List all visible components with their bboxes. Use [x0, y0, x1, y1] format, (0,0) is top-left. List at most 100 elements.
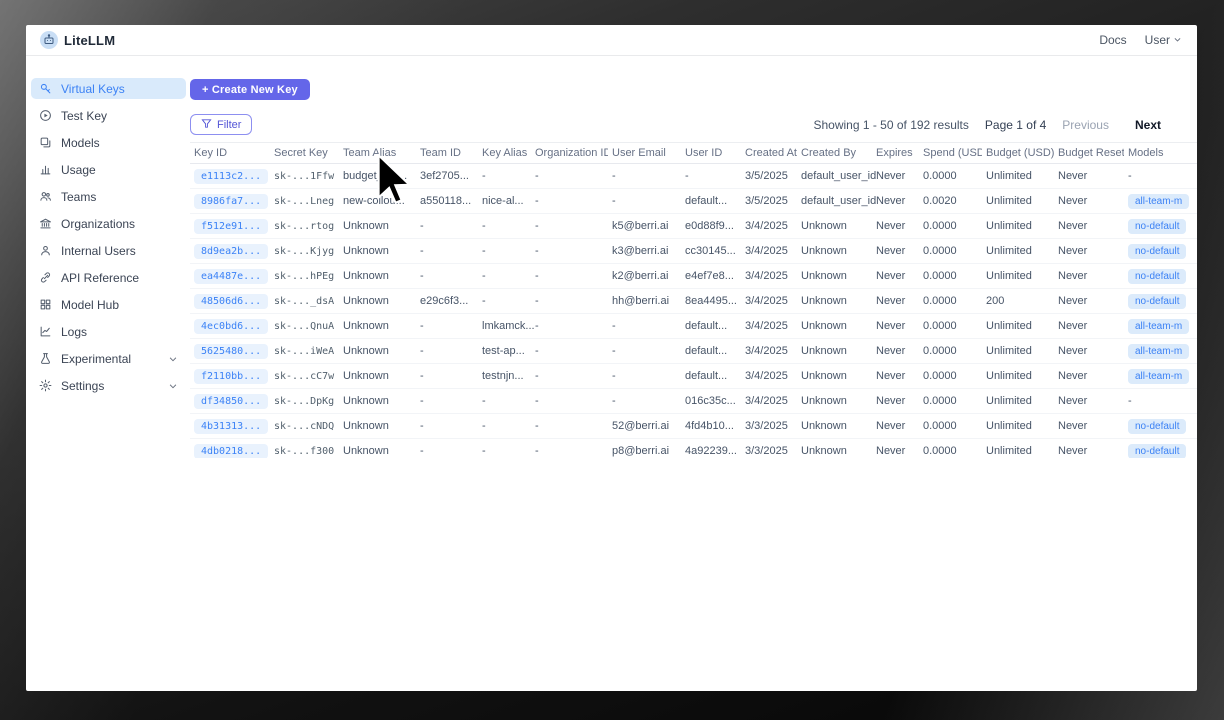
key-id-pill[interactable]: 8986fa7... [194, 193, 269, 209]
cell-spend: 0.0000 [919, 213, 982, 239]
key-id-pill[interactable]: 4b31313... [194, 418, 269, 434]
table-row[interactable]: f2110bb... sk-...cC7w Unknown - testnjn... - -… [190, 363, 1197, 389]
models-badge: all-team-m [1128, 193, 1190, 209]
column-header-organization-id: Organization ID [531, 143, 608, 164]
key-id-pill[interactable]: 4ec0bd6... [194, 318, 269, 334]
key-id-pill[interactable]: 48506d6... [194, 293, 269, 309]
key-id-pill[interactable]: f2110bb... [194, 368, 269, 384]
key-id-pill[interactable]: e1113c2... [194, 168, 269, 184]
user-menu-label: User [1144, 33, 1170, 47]
cell-created_by: Unknown [797, 263, 872, 289]
key-id-pill[interactable]: ea4487e... [194, 268, 269, 284]
table-row[interactable]: 4ec0bd6... sk-...QnuA Unknown - lmkamck... - -… [190, 313, 1197, 339]
grid-icon [39, 298, 52, 311]
models-badge: no-default [1128, 243, 1187, 259]
sidebar-item-virtual-keys[interactable]: Virtual Keys [31, 78, 186, 99]
cell-team_id: - [416, 363, 478, 389]
table-row[interactable]: 5625480... sk-...iWeA Unknown - test-ap... - -… [190, 338, 1197, 364]
main-content: + Create New Key Filter Showing 1 - 50 o… [190, 56, 1197, 691]
cell-secret_key: sk-...1Ffw [270, 163, 339, 189]
cell-created_by: Unknown [797, 288, 872, 314]
cell-created_at: 3/4/2025 [741, 288, 797, 314]
cell-models: all-team-m [1124, 313, 1197, 339]
cell-key_id: ea4487e... [190, 263, 270, 289]
user-icon [39, 244, 52, 257]
sidebar-item-settings[interactable]: Settings [31, 375, 186, 396]
cell-team_id: - [416, 238, 478, 264]
cell-budget_reset: Never [1054, 438, 1124, 458]
sidebar-item-label: Usage [61, 162, 96, 177]
funnel-icon [201, 118, 212, 132]
column-header-secret-key: Secret Key [270, 143, 339, 164]
cell-secret_key: sk-...Kjyg [270, 238, 339, 264]
sidebar-item-model-hub[interactable]: Model Hub [31, 294, 186, 315]
sidebar-item-internal-users[interactable]: Internal Users [31, 240, 186, 261]
cell-created_by: Unknown [797, 388, 872, 414]
cell-team_alias: Unknown [339, 438, 416, 458]
create-new-key-button[interactable]: + Create New Key [190, 79, 310, 100]
sidebar-item-logs[interactable]: Logs [31, 321, 186, 342]
models-badge: all-team-m [1128, 318, 1190, 334]
cell-expires: Never [872, 213, 919, 239]
key-id-pill[interactable]: 5625480... [194, 343, 269, 359]
filter-button[interactable]: Filter [190, 114, 253, 135]
bank-icon [39, 217, 52, 230]
cell-user_email: - [608, 188, 681, 214]
cell-budget: Unlimited [982, 438, 1054, 458]
cell-created_at: 3/4/2025 [741, 238, 797, 264]
sidebar: Virtual Keys Test Key Models Usage Teams Orga… [26, 56, 190, 691]
table-row[interactable]: 4db0218... sk-...f300 Unknown - - - p8@berri.a… [190, 438, 1197, 458]
cell-secret_key: sk-..._dsA [270, 288, 339, 314]
table-row[interactable]: 8d9ea2b... sk-...Kjyg Unknown - - - k3@berri.a… [190, 238, 1197, 264]
cell-models: all-team-m [1124, 188, 1197, 214]
table-row[interactable]: 4b31313... sk-...cNDQ Unknown - - -52@berri.a… [190, 413, 1197, 439]
sidebar-item-test-key[interactable]: Test Key [31, 105, 186, 126]
previous-page-button[interactable]: Previous [1062, 117, 1109, 132]
cell-budget_reset: Never [1054, 388, 1124, 414]
sidebar-item-teams[interactable]: Teams [31, 186, 186, 207]
key-id-pill[interactable]: 4db0218... [194, 443, 269, 458]
cell-user_email: p8@berri.ai [608, 438, 681, 458]
column-header-budget-usd: Budget (USD) [982, 143, 1054, 164]
cell-secret_key: sk-...QnuA [270, 313, 339, 339]
cell-team_alias: budget_tea... [339, 163, 416, 189]
models-badge: no-default [1128, 268, 1187, 284]
sidebar-item-models[interactable]: Models [31, 132, 186, 153]
cell-org_id: - [531, 388, 608, 414]
next-page-button[interactable]: Next [1134, 117, 1161, 132]
cell-budget: Unlimited [982, 338, 1054, 364]
models-badge: no-default [1128, 218, 1187, 234]
cell-models: no-default [1124, 288, 1197, 314]
table-row[interactable]: ea4487e... sk-...hPEg Unknown - - - k2@berri.a… [190, 263, 1197, 289]
cell-org_id: - [531, 438, 608, 458]
sidebar-item-usage[interactable]: Usage [31, 159, 186, 180]
table-row[interactable]: e1113c2... sk-...1Ffw budget_tea... 3ef2705… [190, 163, 1197, 189]
flask-icon [39, 352, 52, 365]
play-circle-icon [39, 109, 52, 122]
table-row[interactable]: 48506d6... sk-..._dsA Unknown e29c6f3... - - h… [190, 288, 1197, 314]
cell-expires: Never [872, 363, 919, 389]
sidebar-item-api-reference[interactable]: API Reference [31, 267, 186, 288]
key-id-pill[interactable]: f512e91... [194, 218, 269, 234]
sidebar-item-organizations[interactable]: Organizations [31, 213, 186, 234]
cell-spend: 0.0000 [919, 288, 982, 314]
table-row[interactable]: f512e91... sk-...rtog Unknown - - - k5@berri.a… [190, 213, 1197, 239]
robot-logo-icon [40, 31, 58, 49]
sidebar-item-experimental[interactable]: Experimental [31, 348, 186, 369]
key-id-pill[interactable]: df34850... [194, 393, 269, 409]
sidebar-item-label: Organizations [61, 216, 136, 231]
cell-models: - [1124, 388, 1197, 414]
cell-team_id: - [416, 388, 478, 414]
cell-budget_reset: Never [1054, 213, 1124, 239]
cell-spend: 0.0000 [919, 163, 982, 189]
chevron-down-icon [168, 381, 178, 391]
cell-user_id: - [681, 163, 741, 189]
table-row[interactable]: 8986fa7... sk-...Lneg new-collou... a550118… [190, 188, 1197, 214]
table-row[interactable]: df34850... sk-...DpKg Unknown - - - -016c35c..… [190, 388, 1197, 414]
cell-expires: Never [872, 438, 919, 458]
user-menu[interactable]: User [1145, 33, 1182, 47]
key-id-pill[interactable]: 8d9ea2b... [194, 243, 269, 259]
sidebar-item-label: Test Key [61, 108, 108, 123]
docs-link[interactable]: Docs [1099, 33, 1127, 47]
key-icon [39, 82, 52, 95]
